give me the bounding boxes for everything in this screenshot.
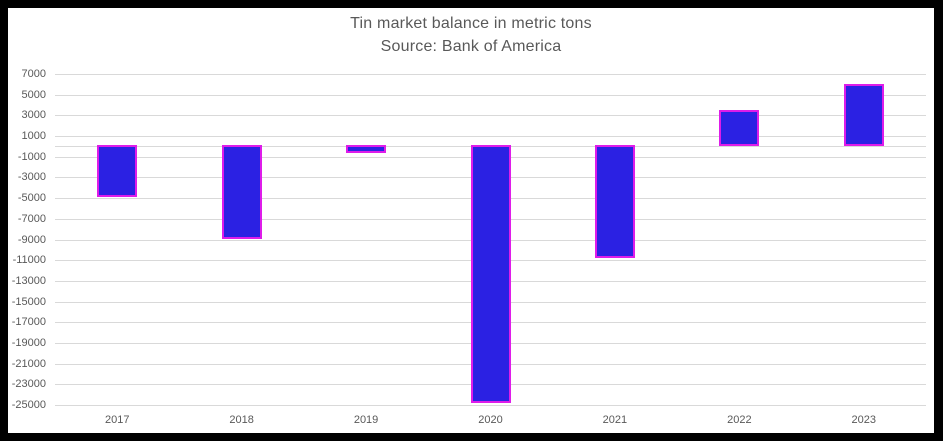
chart-subtitle: Source: Bank of America bbox=[380, 38, 562, 55]
chart-title: Tin market balance in metric tons bbox=[350, 15, 592, 32]
y-tick-label: -1000 bbox=[17, 150, 46, 163]
y-tick-label: -23000 bbox=[11, 378, 46, 391]
y-tick-label: -9000 bbox=[17, 233, 46, 246]
x-tick-label-2018: 2018 bbox=[229, 414, 254, 426]
chart-canvas: Tin market balance in metric tons Source… bbox=[8, 8, 934, 433]
plot-area: 7000 5000 3000 1000 -1000 -3000 -5000 -7000 -900… bbox=[8, 8, 934, 433]
y-tick-label: 3000 bbox=[21, 109, 46, 122]
gridline bbox=[55, 405, 926, 406]
gridline bbox=[55, 74, 926, 75]
x-tick-label-2020: 2020 bbox=[478, 414, 503, 426]
y-tick-label: -15000 bbox=[11, 295, 46, 308]
y-tick-label: 7000 bbox=[21, 68, 46, 80]
chart-title-block: Tin market balance in metric tons Source… bbox=[8, 12, 934, 58]
y-tick-label: -7000 bbox=[17, 212, 46, 225]
x-tick-label-2019: 2019 bbox=[353, 414, 379, 426]
gridline bbox=[55, 136, 926, 137]
gridline bbox=[55, 115, 926, 116]
y-tick-label: -21000 bbox=[11, 357, 46, 370]
y-tick-label: 5000 bbox=[21, 88, 46, 101]
bar-2018[interactable] bbox=[222, 145, 262, 239]
y-tick-label: -17000 bbox=[11, 316, 46, 329]
gridline bbox=[55, 95, 926, 96]
y-tick-label: -3000 bbox=[17, 171, 46, 184]
y-tick-label: -11000 bbox=[12, 254, 46, 267]
x-tick-label-2017: 2017 bbox=[104, 414, 130, 426]
y-tick-label: -25000 bbox=[11, 399, 46, 411]
y-tick-label: -19000 bbox=[11, 336, 46, 349]
x-tick-label-2022: 2022 bbox=[727, 414, 752, 426]
bar-2017[interactable] bbox=[97, 145, 137, 197]
y-tick-label: -5000 bbox=[17, 192, 46, 205]
bar-2021[interactable] bbox=[595, 145, 635, 258]
x-tick-label-2023: 2023 bbox=[851, 414, 877, 426]
bar-2020[interactable] bbox=[471, 145, 511, 403]
bar-2022[interactable] bbox=[719, 110, 759, 146]
y-tick-label: 1000 bbox=[21, 130, 46, 143]
y-tick-label: -13000 bbox=[11, 274, 46, 287]
bar-2023[interactable] bbox=[844, 84, 884, 146]
x-tick-label-2021: 2021 bbox=[602, 414, 628, 426]
bar-2019[interactable] bbox=[346, 145, 386, 153]
